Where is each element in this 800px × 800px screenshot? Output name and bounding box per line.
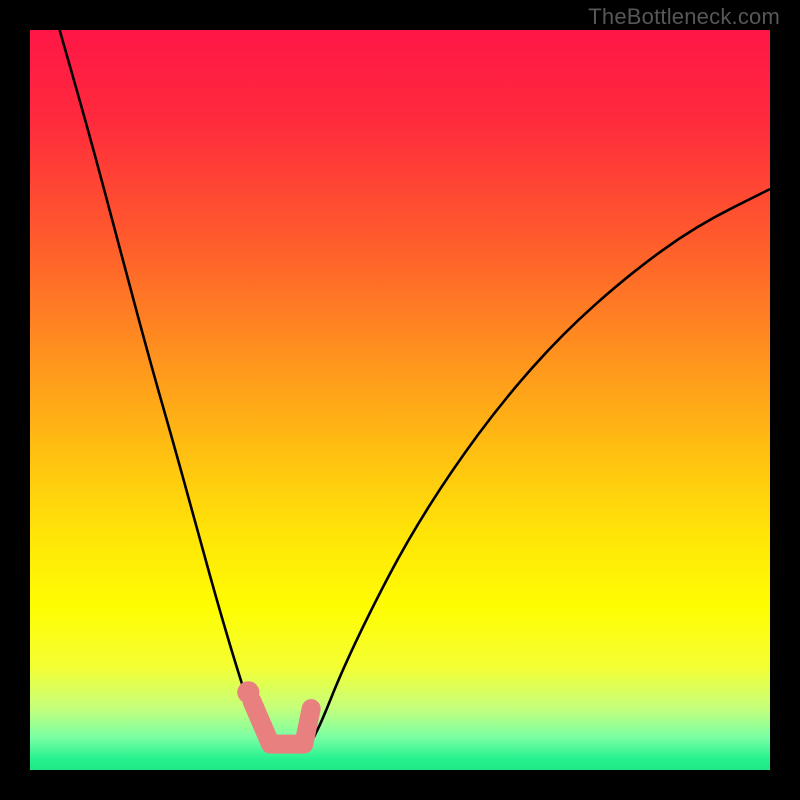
plot-area — [30, 30, 770, 770]
curve-overlay — [30, 30, 770, 770]
chart-container: TheBottleneck.com — [0, 0, 800, 800]
curve-right-branch — [304, 189, 770, 751]
watermark-text: TheBottleneck.com — [588, 4, 780, 30]
highlight-marker — [237, 681, 311, 744]
curve-left-branch — [60, 30, 273, 752]
